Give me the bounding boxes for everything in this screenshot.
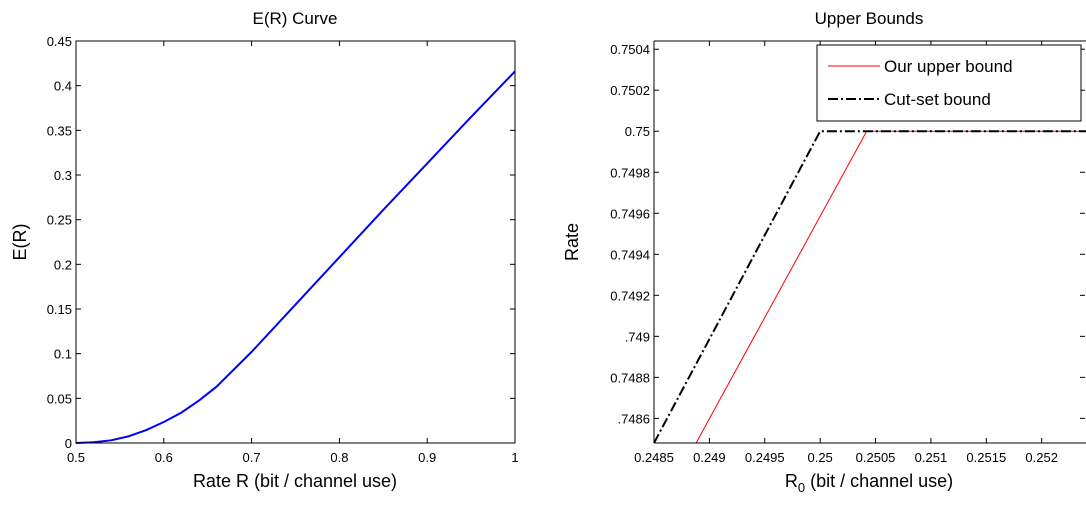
x-tick-label: 0.249: [693, 450, 726, 465]
x-tick-label: 0.252: [1025, 450, 1058, 465]
x-tick-label: 1: [511, 450, 518, 465]
x-axis-label: Rate R (bit / channel use): [193, 471, 397, 491]
x-tick-label: 0.25: [807, 450, 832, 465]
y-tick-label: 0.7488: [610, 370, 650, 385]
chart-title: Upper Bounds: [815, 9, 924, 28]
y-axis-label: Rate: [562, 223, 582, 261]
y-tick-label: 0.7492: [610, 288, 650, 303]
y-tick-label: 0.7504: [610, 42, 650, 57]
y-axis-label: E(R): [10, 224, 30, 261]
x-tick-label: 0.6: [155, 450, 173, 465]
y-tick-label: 0.35: [47, 123, 72, 138]
legend-label-cut-set-bound: Cut-set bound: [884, 90, 991, 109]
series-line: [75, 70, 516, 444]
y-tick-label: 0.75: [625, 124, 650, 139]
y-tick-label: 0.4: [54, 79, 72, 94]
series-line-cut-set-bound: [653, 130, 1086, 444]
upper-bounds-chart: Upper Bounds .7486 0.7488 .749 0.7492 0.7494…: [562, 9, 1086, 495]
y-tick-label: 0.7502: [610, 83, 650, 98]
legend: Our upper bound Cut-set bound: [816, 44, 1082, 122]
y-tick-label: 0: [65, 436, 72, 451]
y-tick-label: 0.1: [54, 347, 72, 362]
x-tick-label: 0.8: [330, 450, 348, 465]
x-tick-label: 0.2495: [745, 450, 785, 465]
y-tick-label: 0.15: [47, 302, 72, 317]
plot-frame: [75, 40, 516, 444]
x-axis-label: R0 (bit / channel use): [785, 471, 953, 495]
x-tick-label: 0.2515: [966, 450, 1006, 465]
legend-label-our-upper-bound: Our upper bound: [884, 57, 1013, 76]
x-tick-label: 0.2485: [634, 450, 674, 465]
y-tick-label: 0.3: [54, 168, 72, 183]
y-tick-label: 0.25: [47, 213, 72, 228]
y-tick-label: 0.2: [54, 257, 72, 272]
y-tick-label: 0.7494: [610, 247, 650, 262]
series-line-our-upper-bound: [695, 130, 1086, 444]
legend-box: [816, 44, 1082, 122]
x-tick-label: 0.2505: [856, 450, 896, 465]
x-tick-label: 0.5: [67, 450, 85, 465]
y-tick-label: 0.05: [47, 391, 72, 406]
x-tick-label: 0.9: [418, 450, 436, 465]
x-tick-label: 0.7: [243, 450, 261, 465]
y-tick-label: 0.7498: [610, 165, 650, 180]
y-tick-label: .7486: [617, 411, 650, 426]
y-tick-label: 0.45: [47, 34, 72, 49]
chart-title: E(R) Curve: [252, 9, 337, 28]
x-tick-label: 0.251: [915, 450, 948, 465]
y-tick-label: .749: [625, 329, 650, 344]
y-tick-label: 0.7496: [610, 206, 650, 221]
er-curve-chart: E(R) Curve 0 0.05 0.1 0.15 0.2 0.25 0.3 0.35 0.4…: [10, 9, 519, 491]
